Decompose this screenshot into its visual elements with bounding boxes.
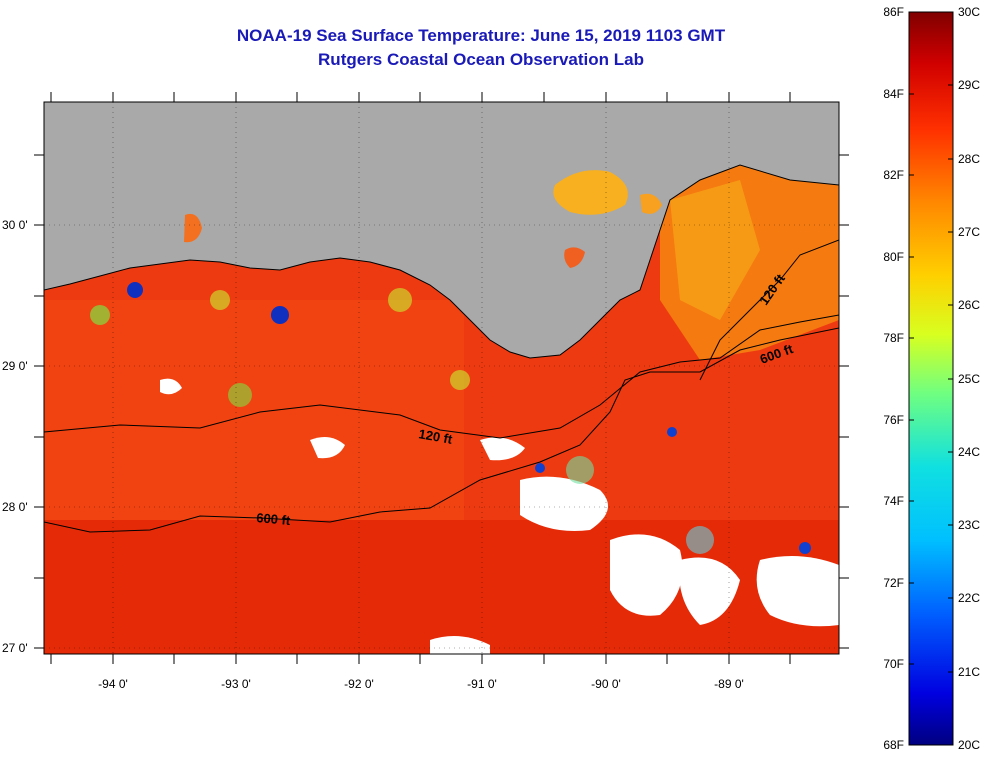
colorbar-c-label: 26C [958, 298, 980, 312]
cool-patch [566, 456, 594, 484]
colorbar-c-label: 24C [958, 445, 980, 459]
cool-patch [450, 370, 470, 390]
contour-120ft [44, 314, 839, 439]
axis-ticks [34, 92, 849, 664]
cloud-patch [610, 534, 683, 616]
colorbar-c-label: 21C [958, 665, 980, 679]
colorbar-f-label: 74F [883, 494, 904, 508]
calcasieu-lake [184, 213, 202, 243]
colorbar-c-label: 27C [958, 225, 980, 239]
colorbar-f-label: 68F [883, 738, 904, 752]
contour-label: 120 ft [417, 426, 454, 447]
cloud-patch [430, 636, 490, 654]
land-region [44, 102, 839, 359]
colorbar-c-label: 25C [958, 372, 980, 386]
colorbar-c-label: 28C [958, 152, 980, 166]
cool-patch [90, 305, 110, 325]
colorbar-c-label: 20C [958, 738, 980, 752]
colorbar-f-label: 80F [883, 250, 904, 264]
cold-patch [799, 542, 811, 554]
contour-600ft [44, 327, 839, 533]
colorbar-f-label: 78F [883, 331, 904, 345]
cloud-patch [520, 476, 608, 531]
lon-label: -91 0' [467, 677, 497, 691]
cool-patch [228, 383, 252, 407]
cloud-patch [679, 557, 740, 625]
lon-label: -90 0' [591, 677, 621, 691]
colorbar-c-label: 30C [958, 5, 980, 19]
lon-label: -92 0' [344, 677, 374, 691]
colorbar-f-label: 70F [883, 657, 904, 671]
cold-patch [127, 282, 143, 298]
shelf-region [44, 300, 464, 520]
cloud-patch [480, 437, 525, 461]
map-subtitle: Rutgers Coastal Ocean Observation Lab [318, 50, 644, 69]
cloud-patch [310, 436, 345, 459]
cold-patch [271, 306, 289, 324]
lat-label: 30 0' [2, 218, 28, 232]
colorbar-c-label: 22C [958, 591, 980, 605]
map-frame [43, 101, 840, 655]
colorbar-f-label: 76F [883, 413, 904, 427]
east-yellow-water [670, 180, 760, 320]
map-title: NOAA-19 Sea Surface Temperature: June 15… [236, 26, 726, 45]
colorbar-f-label: 84F [883, 87, 904, 101]
cool-patch [686, 526, 714, 554]
cloud-patch [756, 556, 839, 627]
cold-patch [667, 427, 677, 437]
graticule [44, 102, 839, 654]
lon-label: -94 0' [98, 677, 128, 691]
lat-label: 28 0' [2, 500, 28, 514]
lat-label: 27 0' [2, 641, 28, 655]
cold-patch [535, 463, 545, 473]
map-area [44, 102, 839, 654]
lon-label: -89 0' [714, 677, 744, 691]
contour-label: 600 ft [256, 510, 292, 528]
lat-label: 29 0' [2, 359, 28, 373]
lake-pontchartrain [553, 170, 628, 215]
cloud-patch [160, 378, 182, 395]
colorbar-ticks [909, 11, 953, 746]
contour-120ft-east [699, 239, 839, 381]
small-bay [640, 193, 662, 214]
colorbar-f-label: 72F [883, 576, 904, 590]
lake-borgne [564, 247, 585, 268]
colorbar-f-label: 82F [883, 168, 904, 182]
colorbar [908, 11, 954, 746]
colorbar-f-label: 86F [883, 5, 904, 19]
lon-label: -93 0' [221, 677, 251, 691]
cool-patch [388, 288, 412, 312]
colorbar-c-label: 23C [958, 518, 980, 532]
colorbar-c-label: 29C [958, 78, 980, 92]
cool-patch [210, 290, 230, 310]
